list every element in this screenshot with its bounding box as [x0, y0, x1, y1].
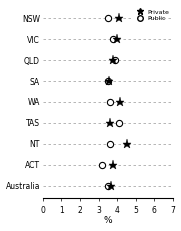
Legend: Private, Public: Private, Public [133, 9, 170, 22]
X-axis label: %: % [104, 216, 112, 225]
